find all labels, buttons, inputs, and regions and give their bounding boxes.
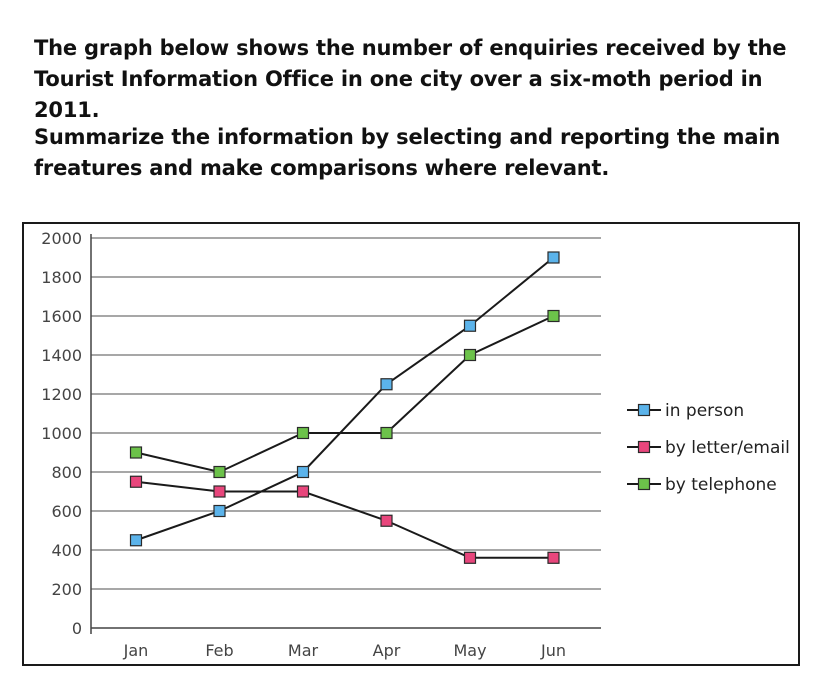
legend-label-by-letter-email: by letter/email xyxy=(665,438,790,458)
x-tick-label-mar: Mar xyxy=(288,641,319,660)
legend-marker-by-letter-email xyxy=(637,440,651,454)
x-tick-label-feb: Feb xyxy=(205,641,233,660)
legend-marker-by-telephone xyxy=(637,477,651,491)
legend-label-in-person: in person xyxy=(665,401,744,421)
series-line-in-person xyxy=(135,256,555,542)
y-tick-label-200: 200 xyxy=(51,580,82,599)
data-point-by-letter-email-mar xyxy=(296,485,310,498)
data-point-by-telephone-apr xyxy=(380,426,393,440)
series-line-by-telephone xyxy=(135,315,554,474)
task-prompt: The graph below shows the number of enqu… xyxy=(34,36,787,122)
data-point-by-letter-email-feb xyxy=(213,485,226,498)
data-point-by-telephone-jan xyxy=(129,446,143,459)
y-tick-label-400: 400 xyxy=(51,541,82,560)
data-point-by-letter-email-jan xyxy=(129,475,143,488)
x-tick-label-jan: Jan xyxy=(123,641,149,660)
data-point-in-person-jan xyxy=(129,534,143,547)
y-tick-label-1000: 1000 xyxy=(41,424,82,443)
x-tick-label-jun: Jun xyxy=(540,641,566,660)
x-tick-label-may: May xyxy=(453,641,486,660)
series-line-by-letter-email xyxy=(135,480,554,559)
data-point-in-person-apr xyxy=(380,378,393,391)
data-point-in-person-may xyxy=(463,319,477,332)
data-point-by-letter-email-may xyxy=(463,551,477,564)
task-instruction: Summarize the information by selecting a… xyxy=(34,125,781,180)
data-point-in-person-mar xyxy=(296,465,310,479)
chart-frame: 0 200 400 600 800 1000 1200 1400 1600 1800 2000 Jan… xyxy=(22,222,800,666)
y-tick-label-1600: 1600 xyxy=(41,307,82,326)
line-chart: 0 200 400 600 800 1000 1200 1400 1600 1800 2000 Jan… xyxy=(41,229,790,660)
data-point-by-telephone-may xyxy=(463,348,477,362)
data-point-by-letter-email-apr xyxy=(380,514,393,527)
data-point-in-person-jun xyxy=(547,251,560,264)
y-tick-label-2000: 2000 xyxy=(41,229,82,248)
data-point-by-telephone-jun xyxy=(547,309,560,323)
legend-marker-in-person xyxy=(637,403,651,417)
y-tick-label-1400: 1400 xyxy=(41,346,82,365)
y-tick-label-1200: 1200 xyxy=(41,385,82,404)
y-tick-label-800: 800 xyxy=(51,463,82,482)
y-tick-label-1800: 1800 xyxy=(41,268,82,287)
legend-label-by-telephone: by telephone xyxy=(665,475,777,495)
data-point-in-person-feb xyxy=(213,504,226,518)
y-tick-label-600: 600 xyxy=(51,502,82,521)
data-point-by-telephone-mar xyxy=(296,426,310,440)
data-point-by-telephone-feb xyxy=(213,465,226,479)
x-tick-label-apr: Apr xyxy=(373,641,401,660)
y-tick-label-0: 0 xyxy=(72,619,82,638)
data-point-by-letter-email-jun xyxy=(547,551,560,564)
